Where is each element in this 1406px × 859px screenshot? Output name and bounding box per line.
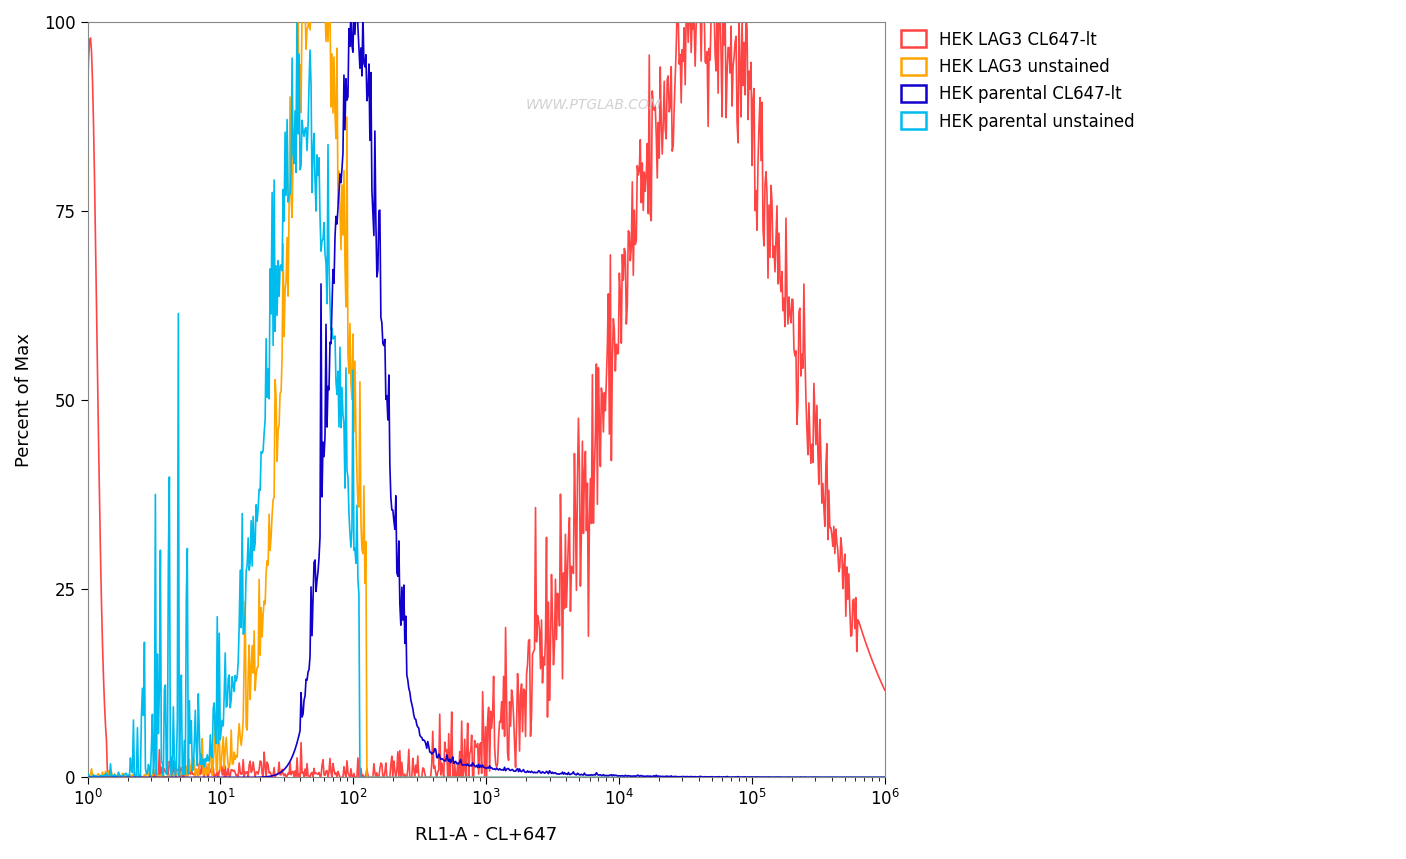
X-axis label: RL1-A - CL+647: RL1-A - CL+647 [415,826,557,844]
Y-axis label: Percent of Max: Percent of Max [15,332,32,466]
Legend: HEK LAG3 CL647-lt, HEK LAG3 unstained, HEK parental CL647-lt, HEK parental unsta: HEK LAG3 CL647-lt, HEK LAG3 unstained, H… [901,30,1135,131]
Text: WWW.PTGLAB.COM: WWW.PTGLAB.COM [526,98,662,112]
